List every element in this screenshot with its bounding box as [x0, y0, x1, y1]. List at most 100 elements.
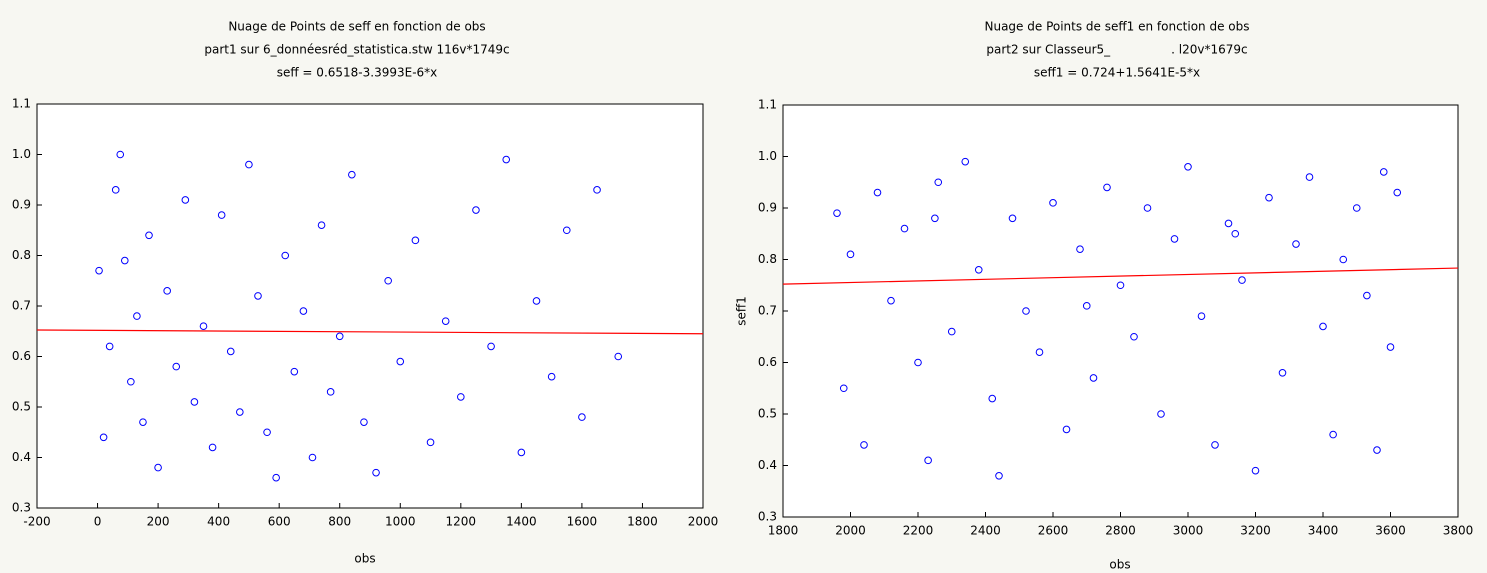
- point: [226, 347, 235, 356]
- point: [833, 209, 841, 217]
- point: [111, 186, 120, 194]
- y-tick-label: 0.5: [758, 407, 777, 421]
- point: [578, 413, 586, 421]
- point: [900, 224, 909, 233]
- point: [1197, 312, 1206, 320]
- point: [931, 214, 939, 223]
- y-tick-label: 0.7: [758, 304, 777, 318]
- x-tick-label: 2200: [903, 524, 934, 538]
- x-tick-label: 0: [94, 515, 102, 529]
- x-tick-label: 1200: [446, 515, 477, 529]
- y-tick-label: 0.3: [758, 510, 777, 524]
- point: [947, 327, 956, 336]
- point: [532, 297, 541, 305]
- point: [208, 443, 217, 452]
- point: [1224, 219, 1233, 228]
- x-tick-label: -200: [23, 515, 50, 529]
- point: [105, 342, 114, 351]
- y-tick-label: 0.9: [758, 201, 777, 215]
- point: [487, 342, 495, 351]
- point: [1265, 193, 1273, 202]
- point: [1184, 163, 1192, 171]
- y-axis-label: seff1: [735, 296, 749, 326]
- point: [372, 468, 380, 477]
- point: [593, 186, 601, 194]
- x-tick-label: 2600: [1038, 524, 1069, 538]
- point: [95, 266, 103, 275]
- y-tick-label: 0.4: [758, 458, 777, 472]
- plot-area: [782, 104, 1459, 518]
- y-tick-label: 0.6: [758, 355, 777, 369]
- x-tick-label: 800: [328, 515, 351, 529]
- x-axis-label: obs: [354, 552, 375, 566]
- y-tick-label: 0.8: [12, 248, 31, 262]
- point: [846, 250, 855, 259]
- point: [961, 157, 970, 166]
- y-tick-label: 1.1: [758, 98, 777, 112]
- point: [924, 456, 932, 465]
- point: [1049, 199, 1057, 207]
- x-axis-label: obs: [1109, 558, 1130, 572]
- point: [1211, 441, 1219, 449]
- point: [1329, 430, 1337, 439]
- point: [163, 287, 171, 295]
- chart-title: Nuage de Points de seff1 en fonction de …: [985, 20, 1250, 34]
- fit-line: [782, 267, 1459, 285]
- point: [384, 276, 392, 285]
- x-tick-label: 200: [147, 515, 170, 529]
- x-tick-label: 2400: [970, 524, 1001, 538]
- y-tick-label: 1.1: [12, 97, 31, 111]
- plot-area: [36, 103, 704, 509]
- point: [502, 155, 511, 164]
- y-tick-label: 1.0: [758, 149, 777, 163]
- point: [1089, 374, 1098, 382]
- point: [199, 322, 208, 331]
- point: [1103, 183, 1111, 192]
- point: [1339, 255, 1348, 264]
- point: [299, 307, 308, 315]
- y-tick-label: 0.7: [12, 299, 31, 313]
- point: [1035, 348, 1044, 357]
- point: [263, 428, 271, 437]
- point: [995, 472, 1003, 480]
- point: [181, 196, 190, 204]
- point: [326, 388, 335, 396]
- point: [190, 398, 199, 406]
- x-tick-label: 1800: [768, 524, 799, 538]
- x-tick-label: 600: [268, 515, 291, 529]
- x-tick-label: 3000: [1173, 524, 1204, 538]
- point: [281, 251, 290, 260]
- x-tick-label: 1400: [506, 515, 537, 529]
- point: [1373, 446, 1381, 454]
- y-tick-label: 0.9: [12, 198, 31, 212]
- point: [914, 358, 922, 367]
- point: [139, 418, 147, 426]
- point: [1292, 240, 1300, 248]
- point: [517, 448, 526, 457]
- point: [154, 463, 162, 472]
- point: [217, 211, 226, 219]
- y-tick-label: 0.4: [12, 450, 31, 464]
- y-tick-label: 0.8: [758, 252, 777, 266]
- point: [1231, 229, 1240, 238]
- point: [441, 317, 450, 325]
- x-tick-label: 3400: [1308, 524, 1339, 538]
- point: [127, 377, 135, 386]
- point: [120, 256, 129, 265]
- point: [426, 438, 435, 447]
- x-tick-label: 1600: [567, 515, 598, 529]
- x-tick-label: 2000: [688, 515, 719, 529]
- point: [1251, 466, 1260, 475]
- equation: seff = 0.6518-3.3993E-6*x: [277, 66, 438, 80]
- point: [1062, 425, 1071, 434]
- point: [974, 266, 983, 274]
- point: [236, 408, 244, 416]
- point: [887, 296, 895, 305]
- x-tick-label: 2800: [1105, 524, 1136, 538]
- point: [290, 367, 299, 376]
- point: [254, 292, 262, 300]
- point: [547, 372, 556, 381]
- point: [1082, 302, 1091, 310]
- point: [1238, 276, 1246, 284]
